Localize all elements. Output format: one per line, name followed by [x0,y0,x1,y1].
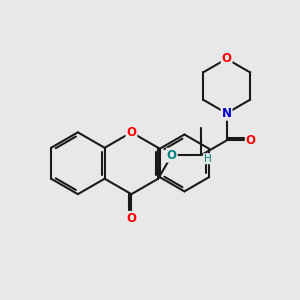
Text: N: N [222,107,232,120]
Text: O: O [222,52,232,65]
Text: O: O [126,212,136,225]
Text: O: O [246,134,256,147]
Text: O: O [126,126,136,139]
Text: O: O [167,148,177,162]
Text: H: H [204,154,212,164]
